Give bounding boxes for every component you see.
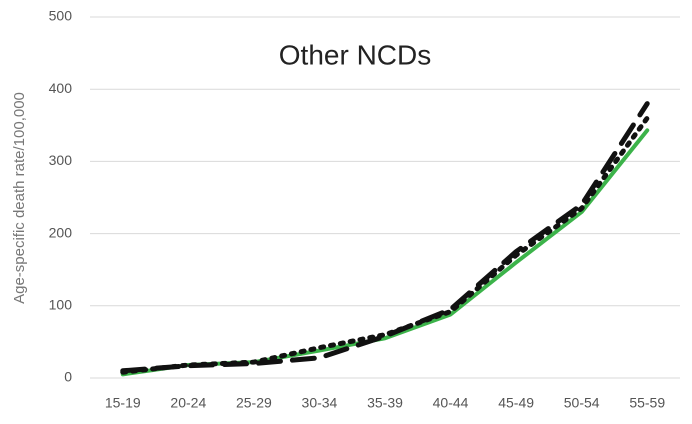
x-tick-label: 15-19	[105, 395, 141, 411]
x-tick-label: 55-59	[629, 395, 665, 411]
x-tick-label: 40-44	[433, 395, 469, 411]
y-tick-label: 200	[49, 224, 73, 240]
x-tick-label: 50-54	[564, 395, 600, 411]
chart-title: Other NCDs	[279, 39, 431, 70]
series-line	[120, 101, 650, 374]
x-tick-label: 30-34	[302, 395, 338, 411]
series-line	[120, 115, 650, 375]
series-line	[120, 128, 650, 377]
y-axis-label: Age-specific death rate/100,000	[11, 92, 28, 304]
x-tick-label: 45-49	[498, 395, 534, 411]
y-tick-label: 300	[49, 152, 73, 168]
y-tick-label: 100	[49, 297, 73, 313]
x-tick-label: 35-39	[367, 395, 403, 411]
y-tick-label: 500	[49, 8, 73, 24]
x-tick-label: 25-29	[236, 395, 272, 411]
x-tick-label: 20-24	[170, 395, 206, 411]
y-tick-label: 0	[64, 369, 72, 385]
y-tick-label: 400	[49, 80, 73, 96]
